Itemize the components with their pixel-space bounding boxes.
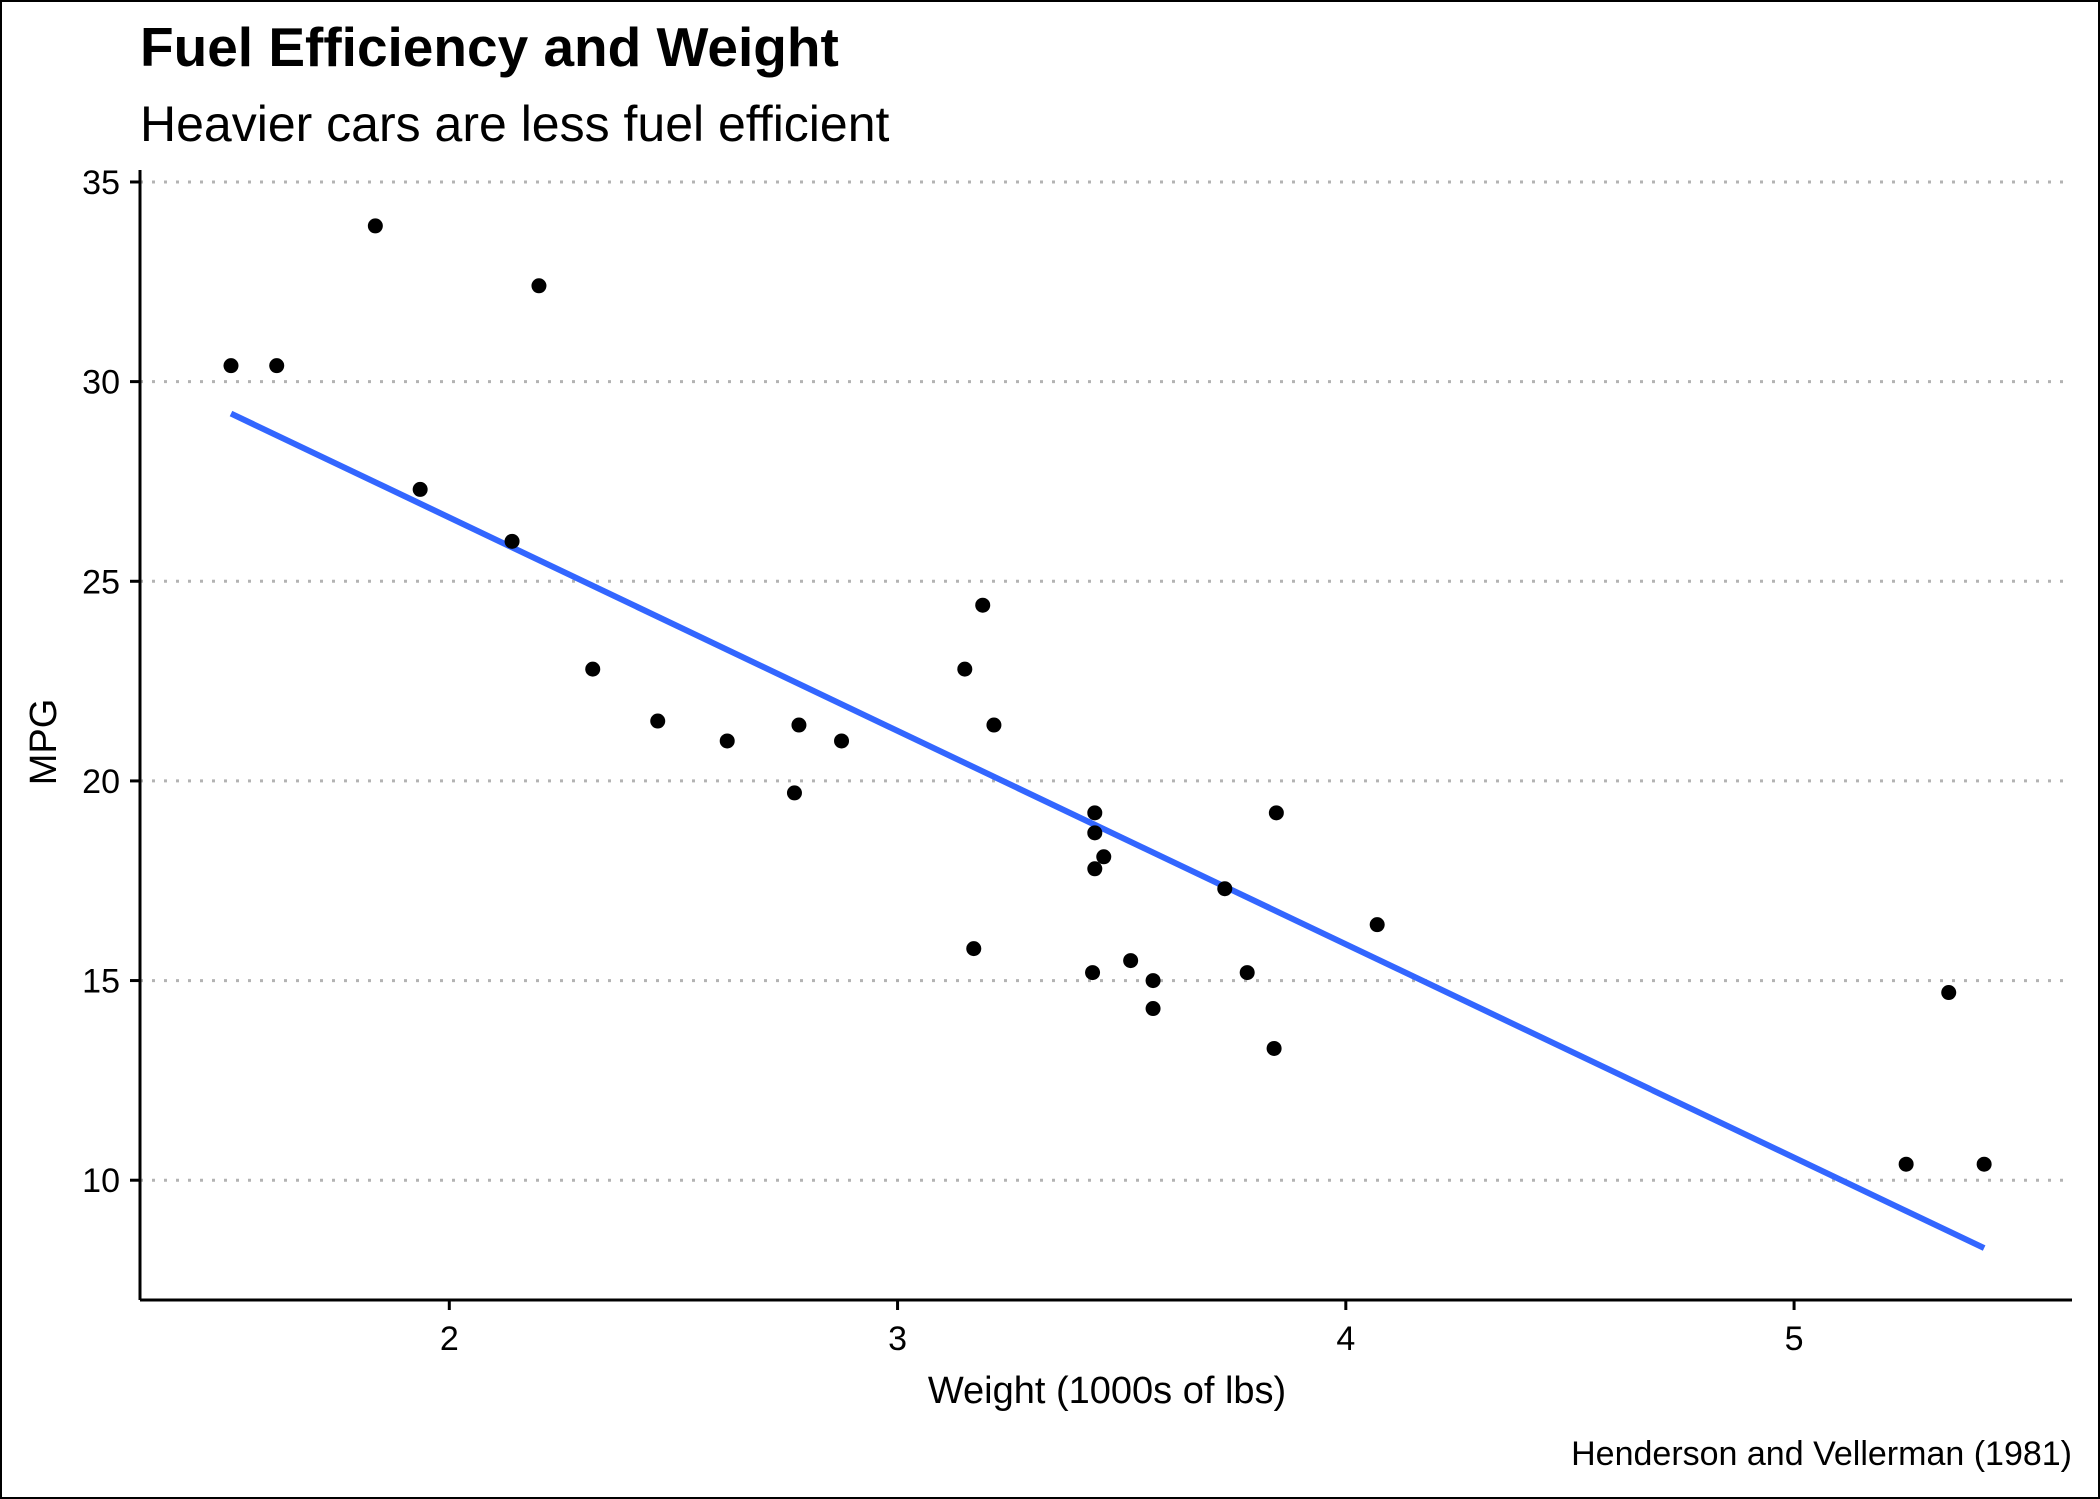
x-tick-label: 4 <box>1336 1320 1355 1358</box>
y-axis-title: MPG <box>23 699 65 786</box>
data-point <box>269 358 285 374</box>
data-point <box>1123 953 1139 969</box>
data-point <box>786 785 802 801</box>
data-point <box>531 278 547 294</box>
chart-subtitle: Heavier cars are less fuel efficient <box>140 96 890 152</box>
fit-line-group <box>229 410 1986 1251</box>
y-tick-label: 25 <box>82 563 120 601</box>
chart-title: Fuel Efficiency and Weight <box>140 16 839 78</box>
grid-lines <box>140 180 2072 1182</box>
data-point <box>966 941 982 957</box>
data-point <box>1087 861 1103 877</box>
data-point <box>1217 881 1233 897</box>
x-tick-label: 2 <box>440 1320 459 1358</box>
y-tick-label: 15 <box>82 963 120 1001</box>
data-point <box>585 661 601 677</box>
data-point <box>791 717 807 733</box>
data-point <box>412 481 428 497</box>
axes: 10 15 20 25 30 35 2 3 4 5 <box>82 164 2072 1358</box>
data-point <box>504 533 520 549</box>
x-tick-label: 5 <box>1785 1320 1804 1358</box>
data-points <box>223 218 1992 1172</box>
y-tick-label: 30 <box>82 364 120 402</box>
data-point <box>1087 825 1103 841</box>
data-point <box>719 733 735 749</box>
data-point <box>1268 805 1284 821</box>
x-axis-title: Weight (1000s of lbs) <box>928 1370 1286 1412</box>
data-point <box>1145 1001 1161 1017</box>
data-point <box>1145 973 1161 989</box>
data-point <box>975 597 991 613</box>
data-point <box>1087 805 1103 821</box>
data-point <box>1941 985 1957 1001</box>
data-point <box>1239 965 1255 981</box>
data-point <box>223 358 239 374</box>
data-point <box>834 733 850 749</box>
y-tick-label: 35 <box>82 164 120 202</box>
y-tick-label: 20 <box>82 763 120 801</box>
data-point <box>1976 1156 1992 1172</box>
data-point <box>1266 1040 1282 1056</box>
chart-caption: Henderson and Vellerman (1981) <box>1571 1435 2072 1473</box>
regression-line <box>229 410 1986 1251</box>
x-tick-label: 3 <box>888 1320 907 1358</box>
data-point <box>1369 917 1385 933</box>
data-point <box>957 661 973 677</box>
y-tick-label: 10 <box>82 1162 120 1200</box>
data-point <box>367 218 383 234</box>
data-point <box>1085 965 1101 981</box>
data-point <box>1898 1156 1914 1172</box>
data-point <box>1096 849 1112 865</box>
data-point <box>986 717 1002 733</box>
data-point <box>650 713 666 729</box>
